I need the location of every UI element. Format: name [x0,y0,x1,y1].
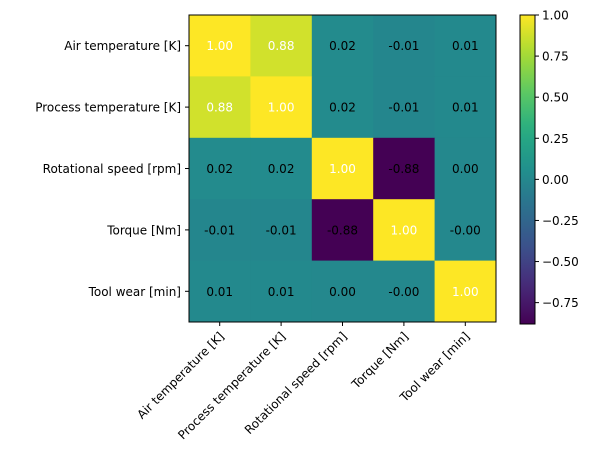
x-axis-ticks: Air temperature [K]Process temperature [… [134,322,472,442]
heatmap-cell-0-2 [311,15,374,77]
cell-value-label: 0.02 [206,162,233,176]
heatmap-cell-1-3 [373,76,436,139]
cell-value-label: 1.00 [268,101,295,115]
cell-value-label: -0.88 [327,223,358,237]
heatmap-cell-4-0 [189,260,251,323]
heatmap-cell-3-1 [250,199,313,262]
heatmap-cell-2-2 [311,137,374,200]
cell-value-label: 0.01 [452,101,479,115]
cell-value-label: 0.00 [452,162,479,176]
heatmap-cell-4-1 [250,260,313,323]
colorbar-frame [519,14,536,325]
heatmap-cell-3-2 [311,199,374,262]
y-tick-label: Process temperature [K] [35,101,181,115]
cell-value-label: 0.88 [206,101,233,115]
x-tick-label: Rotational speed [rpm] [242,329,350,437]
y-tick-label: Tool wear [min] [88,285,181,299]
cell-value-label: 1.00 [329,162,356,176]
heatmap-cell-2-1 [250,137,313,200]
x-tick-label: Torque [Nm] [348,329,411,392]
cell-value-label: 0.02 [329,39,356,53]
heatmap-cell-3-0 [189,199,251,262]
cell-value-label: 0.02 [268,162,295,176]
y-axis-ticks: Air temperature [K] Process temperature [… [35,39,189,299]
heatmap-cell-0-0 [189,15,251,77]
colorbar-tick-label: −0.25 [542,214,579,228]
cell-value-label: -0.01 [388,101,419,115]
heatmap-cell-labels: 1.00 0.88 0.02 -0.01 0.01 0.88 1.00 0.02 -0.01 0.… [204,39,481,299]
heatmap-cell-2-4 [434,137,497,200]
y-tick-label: Rotational speed [rpm] [43,162,181,176]
colorbar-tick-label: 1.00 [542,9,569,23]
colorbar-tick-label: −0.75 [542,296,579,310]
heatmap-cell-4-3 [373,260,436,323]
cell-value-label: 0.01 [206,285,233,299]
cell-value-label: 0.00 [329,285,356,299]
heatmap-cell-2-3 [373,137,436,200]
colorbar-tick-label: 0.75 [542,50,569,64]
cell-value-label: -0.00 [388,285,419,299]
colorbar-tick-label: −0.50 [542,255,579,269]
cell-value-label: 1.00 [391,223,418,237]
heatmap-cell-4-2 [311,260,374,323]
colorbar-tick-label: 0.25 [542,132,569,146]
heatmap-cell-1-4 [434,76,497,139]
cell-value-label: -0.01 [204,223,235,237]
heatmap-cell-0-4 [434,15,497,77]
heatmap-cell-1-0 [189,76,251,139]
colorbar-tick-label: 0.00 [542,173,569,187]
heatmap-cell-1-1 [250,76,313,139]
x-tick-label: Process temperature [K] [175,329,288,442]
heatmap-cell-4-4 [434,260,497,323]
heatmap-cell-0-1 [250,15,313,77]
cell-value-label: -0.88 [388,162,419,176]
heatmap-cell-3-4 [434,199,497,262]
y-tick-label: Air temperature [K] [64,39,181,53]
cell-value-label: 0.02 [329,101,356,115]
heatmap-cell-0-3 [373,15,436,77]
cell-value-label: 1.00 [452,285,479,299]
cell-value-label: -0.00 [450,223,481,237]
colorbar: 1.00 0.75 0.50 0.25 0.00 −0.25 −0.50 −0.75 [519,9,579,325]
cell-value-label: 1.00 [206,39,233,53]
cell-value-label: -0.01 [388,39,419,53]
y-tick-label: Torque [Nm] [106,223,181,237]
heatmap-cell-1-2 [311,76,374,139]
cell-value-label: 0.01 [452,39,479,53]
cell-value-label: 0.88 [268,39,295,53]
cell-value-label: 0.01 [268,285,295,299]
heatmap-cell-3-3 [373,199,436,262]
cell-value-label: -0.01 [266,223,297,237]
heatmap-cells [189,15,497,323]
colorbar-gradient [520,15,535,324]
colorbar-tick-label: 0.50 [542,91,569,105]
heatmap-cell-2-0 [189,137,251,200]
